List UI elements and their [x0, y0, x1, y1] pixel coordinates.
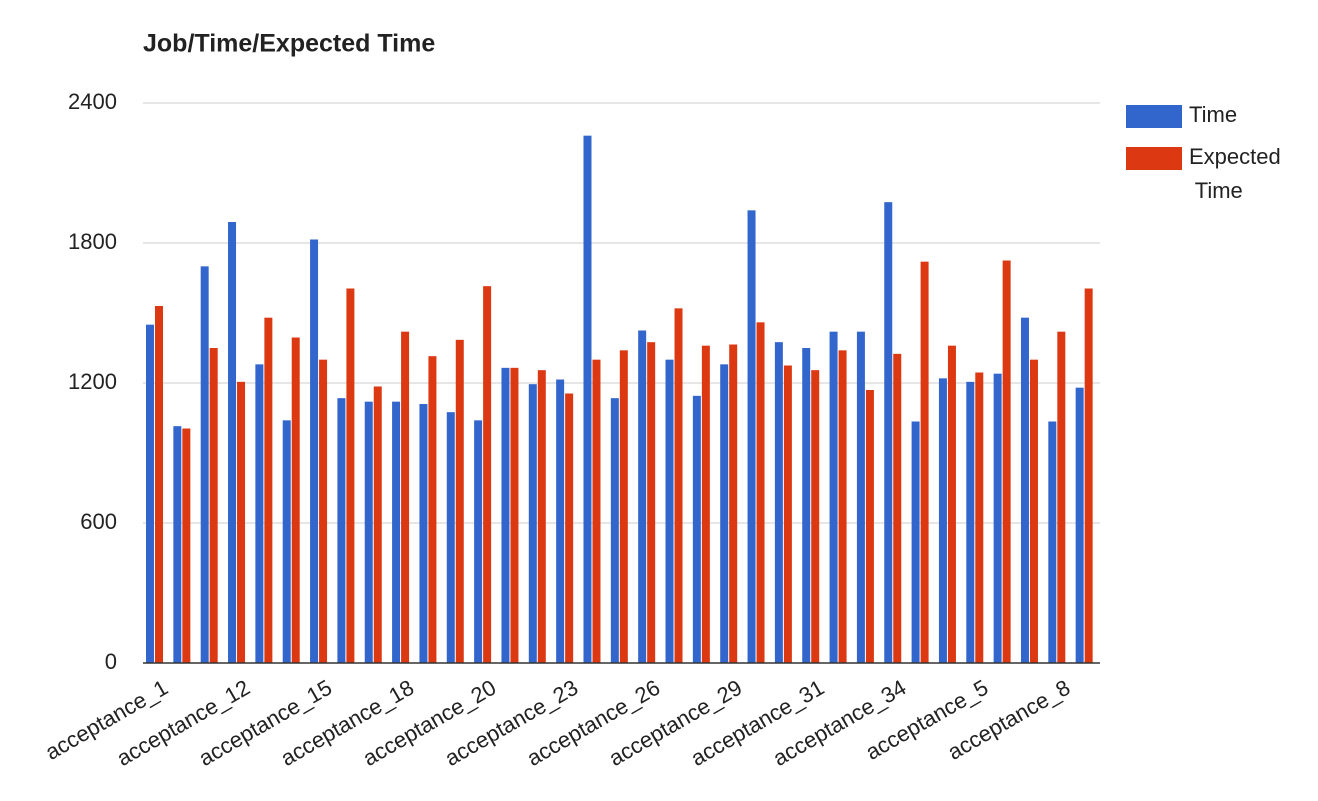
bar [665, 359, 674, 663]
bar [483, 286, 492, 663]
bar [802, 348, 811, 663]
bar [774, 342, 783, 663]
bar [592, 359, 601, 663]
bar [947, 345, 956, 663]
legend-swatch [1126, 147, 1182, 170]
bar [701, 345, 710, 663]
bar [428, 356, 437, 663]
bar [911, 421, 920, 663]
bar [1084, 288, 1093, 663]
bar [865, 390, 874, 663]
bar [1048, 421, 1057, 663]
y-tick-label: 600 [80, 509, 117, 534]
bar [155, 306, 163, 663]
bar [146, 324, 154, 663]
bar [674, 308, 683, 663]
bar [720, 364, 729, 663]
bar [474, 420, 483, 663]
bar [1057, 331, 1066, 663]
legend-label: Time [1189, 102, 1237, 127]
bar [392, 401, 401, 663]
bar [528, 384, 537, 663]
bar [920, 261, 929, 663]
bar [319, 359, 328, 663]
bar [692, 395, 701, 663]
bar [638, 330, 647, 663]
bar [173, 426, 182, 663]
bar [346, 288, 355, 663]
bar [829, 331, 838, 663]
y-tick-label: 2400 [68, 89, 117, 114]
y-tick-label: 1200 [68, 369, 117, 394]
bar [811, 370, 820, 663]
bar [282, 420, 291, 663]
bar [255, 364, 264, 663]
bar [200, 266, 209, 663]
bar [364, 401, 373, 663]
bar [291, 337, 300, 663]
bar [838, 350, 847, 663]
bar [419, 404, 428, 663]
bar [993, 373, 1002, 663]
bar [610, 398, 619, 663]
bar [264, 317, 273, 663]
bar [619, 350, 628, 663]
bar [783, 365, 792, 663]
bar [747, 210, 756, 664]
bar [893, 353, 902, 663]
bar [228, 222, 237, 663]
chart-title: Job/Time/Expected Time [143, 30, 435, 58]
bar [455, 339, 464, 663]
bar [501, 367, 510, 663]
bar [1020, 317, 1029, 663]
legend-swatch [1126, 105, 1182, 128]
bar [856, 331, 865, 663]
bar [884, 202, 893, 663]
legend-label: Expected Time [1189, 144, 1281, 203]
y-tick-label: 0 [105, 649, 117, 674]
bar [1029, 359, 1038, 663]
bar [510, 367, 519, 663]
bar [337, 398, 346, 663]
bar [729, 344, 738, 663]
bar [1002, 260, 1011, 663]
bar [1075, 387, 1084, 663]
bar [373, 386, 382, 663]
bar [583, 135, 592, 663]
bar [537, 370, 546, 663]
bar [182, 428, 191, 663]
bar [565, 393, 574, 663]
bar [556, 379, 565, 663]
y-tick-label: 1800 [68, 229, 117, 254]
bar [401, 331, 410, 663]
bar [756, 322, 765, 663]
bar [975, 372, 984, 663]
bar [237, 381, 246, 663]
bar [966, 381, 975, 663]
bar [938, 378, 947, 663]
bar [446, 412, 455, 663]
bar [647, 342, 656, 663]
bar [310, 239, 319, 663]
bar [209, 348, 218, 663]
